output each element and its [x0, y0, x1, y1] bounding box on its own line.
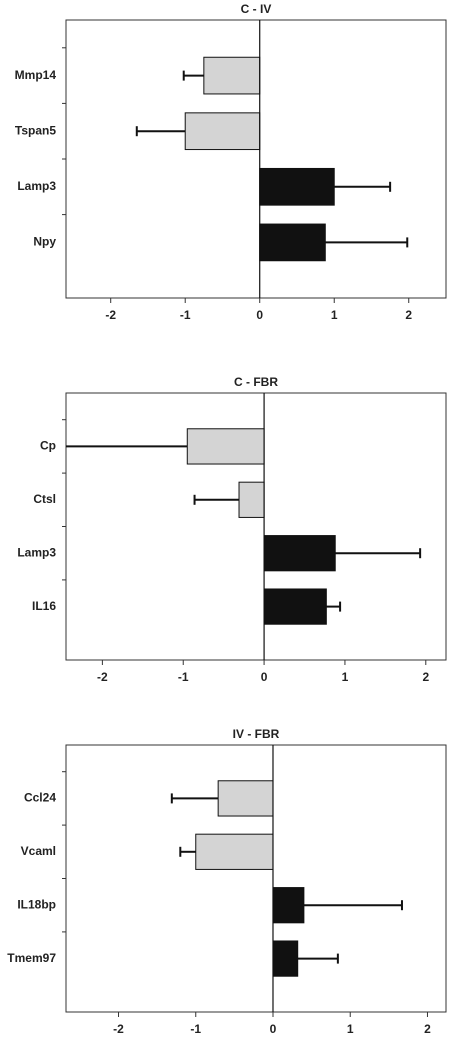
- x-tick-label: 1: [347, 1022, 354, 1036]
- bar: [263, 535, 336, 572]
- y-tick-label: Ctsl: [33, 492, 56, 506]
- bar: [195, 833, 274, 870]
- x-tick-label: 0: [256, 308, 263, 322]
- bars: [66, 428, 422, 625]
- x-tick-label: -2: [105, 308, 116, 322]
- x-tick-label: 2: [422, 670, 429, 684]
- chart-title: C - FBR: [234, 375, 278, 389]
- y-tick-label: Lamp3: [17, 179, 56, 193]
- bar: [272, 940, 299, 977]
- bar: [259, 167, 335, 206]
- bar: [238, 481, 265, 518]
- y-tick-label: Tspan5: [15, 123, 56, 137]
- y-tick-label: Vcaml: [21, 844, 56, 858]
- x-tick-label: 1: [331, 308, 338, 322]
- bar: [184, 112, 261, 151]
- y-tick-label: Ccl24: [24, 791, 56, 805]
- x-tick-label: -2: [97, 670, 108, 684]
- chart-panel: C - IV -2 -1 0 1 2 Mmp14 Tspan5 Lamp3 Npy: [15, 2, 447, 322]
- x-tick-label: -1: [178, 670, 189, 684]
- bar: [272, 887, 305, 924]
- x-tick-label: -1: [180, 308, 191, 322]
- chart-panel: IV - FBR -2 -1 0 1 2 Ccl24 Vcaml IL18bp Tmem97: [7, 727, 447, 1036]
- bar: [259, 223, 326, 262]
- x-tick-label: 2: [424, 1022, 431, 1036]
- y-tick-label: Npy: [33, 235, 56, 249]
- x-tick-label: 0: [261, 670, 268, 684]
- y-tick-label: Cp: [40, 439, 56, 453]
- y-tick-label: Tmem97: [7, 951, 56, 965]
- bar: [217, 780, 274, 817]
- bar: [203, 56, 261, 95]
- bars: [170, 780, 403, 977]
- x-tick-label: -1: [190, 1022, 201, 1036]
- x-tick-label: 2: [405, 308, 412, 322]
- x-tick-label: 1: [342, 670, 349, 684]
- bars: [135, 56, 409, 262]
- x-tick-label: 0: [270, 1022, 277, 1036]
- bar: [263, 588, 327, 625]
- chart-title: IV - FBR: [233, 727, 280, 741]
- y-tick-label: Mmp14: [15, 68, 57, 82]
- chart-title: C - IV: [241, 2, 272, 16]
- y-tick-label: IL16: [32, 599, 56, 613]
- y-tick-label: IL18bp: [17, 897, 56, 911]
- chart-panel: C - FBR -2 -1 0 1 2 Cp Ctsl Lamp3 IL16: [17, 375, 447, 684]
- x-tick-label: -2: [113, 1022, 124, 1036]
- y-tick-label: Lamp3: [17, 545, 56, 559]
- bar: [186, 428, 265, 465]
